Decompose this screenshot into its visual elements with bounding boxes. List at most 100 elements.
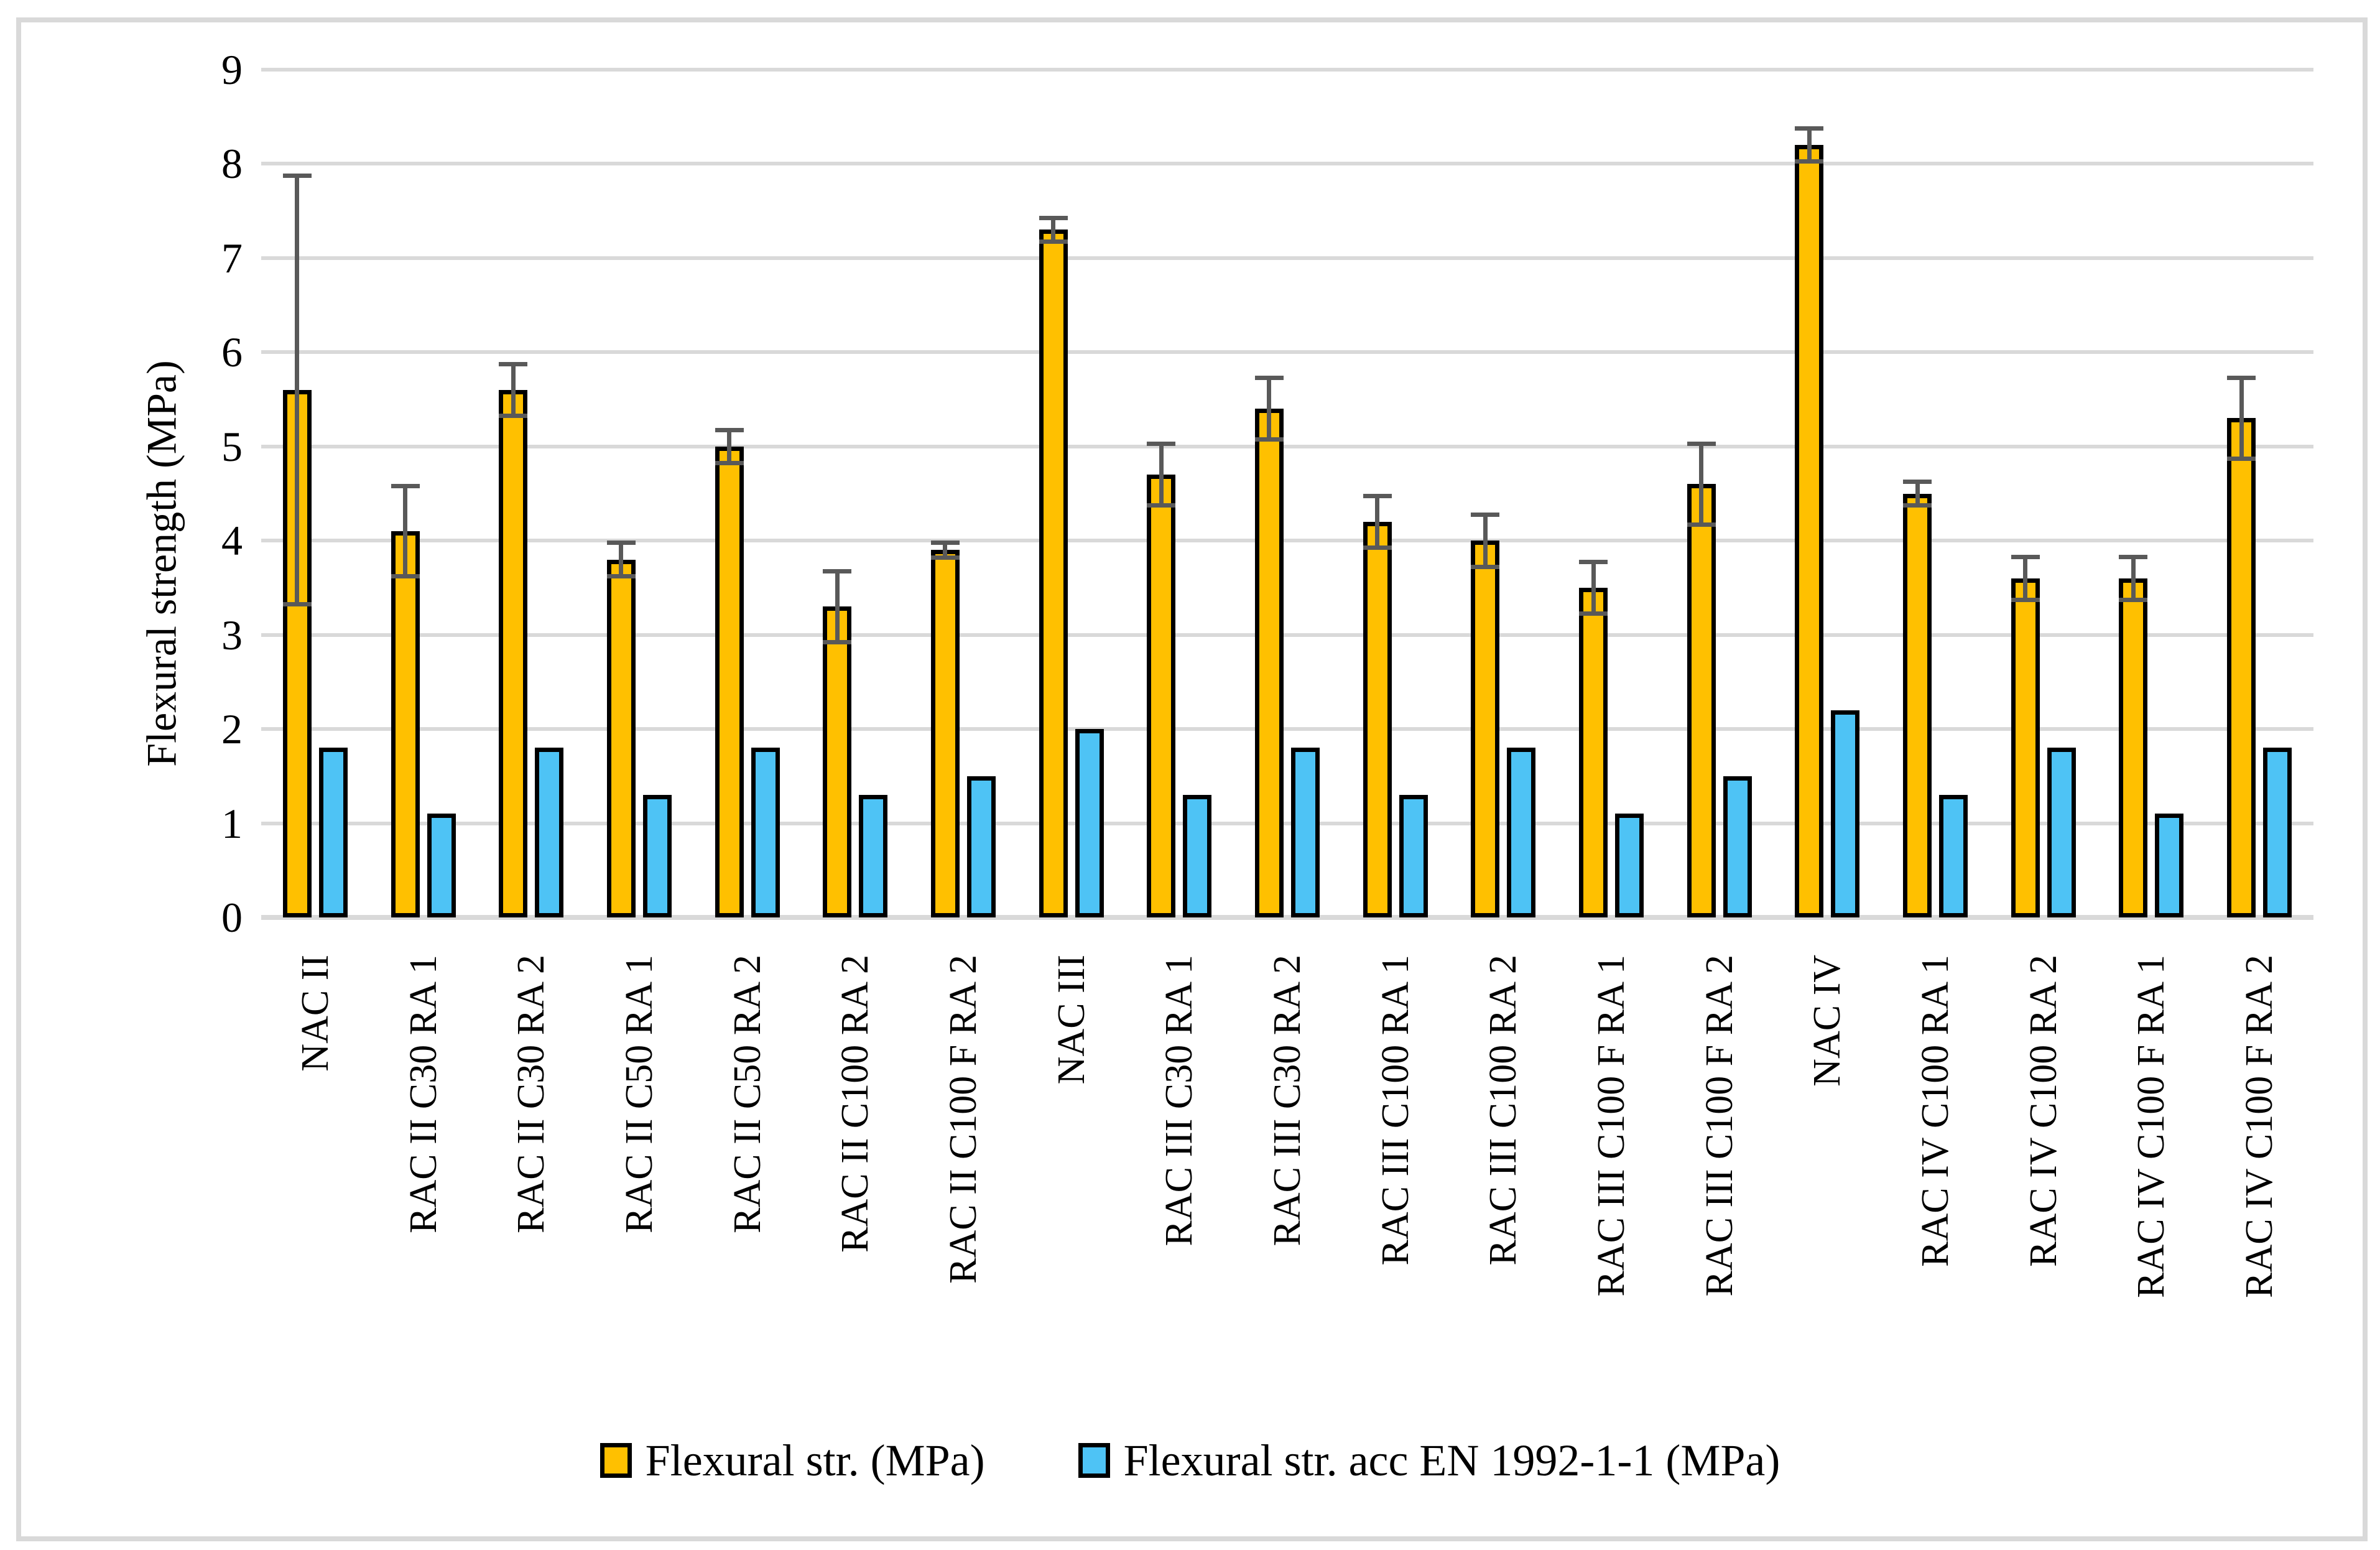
error-bar-stem bbox=[1159, 446, 1164, 504]
legend-swatch-flexural-en bbox=[1078, 1443, 1110, 1478]
error-bar-stem bbox=[1915, 483, 1920, 504]
error-bar bbox=[606, 541, 636, 578]
error-bar-stem bbox=[403, 488, 407, 574]
gridline-y4 bbox=[261, 539, 2313, 543]
x-axis-label-RAC II C50 RA 1: RAC II C50 RA 1 bbox=[585, 952, 693, 1387]
y-tick-label-0: 0 bbox=[221, 894, 243, 941]
gridline-y3 bbox=[261, 633, 2313, 637]
bar-group-RAC III C100 RA 1 bbox=[1341, 70, 1450, 917]
error-bar bbox=[930, 541, 960, 560]
bar-flexural-str bbox=[1579, 587, 1608, 917]
bar-flexural-str-en bbox=[1507, 748, 1536, 917]
x-axis-label-RAC II C50 RA 2: RAC II C50 RA 2 bbox=[693, 952, 802, 1387]
x-axis-label-RAC II C100 F RA 2: RAC II C100 F RA 2 bbox=[909, 952, 1017, 1387]
bar-group-RAC II C30 RA 2 bbox=[477, 70, 585, 917]
bar-flexural-str bbox=[391, 531, 420, 917]
legend-label-flexural-en: Flexural str. acc EN 1992-1-1 (MPa) bbox=[1123, 1436, 1780, 1485]
error-bar-stem bbox=[2131, 559, 2136, 598]
bar-flexural-str-en bbox=[318, 748, 348, 917]
x-axis-label-RAC II C30 RA 2: RAC II C30 RA 2 bbox=[477, 952, 585, 1387]
error-bar bbox=[2227, 376, 2256, 461]
bar-flexural-str-en bbox=[859, 795, 888, 917]
legend-item-flexural-en: Flexural str. acc EN 1992-1-1 (MPa) bbox=[1078, 1432, 1780, 1488]
bar-group-RAC II C50 RA 1 bbox=[585, 70, 693, 917]
error-bar-stem bbox=[1699, 446, 1704, 522]
bar-flexural-str bbox=[1039, 230, 1068, 917]
y-tick-label-8: 8 bbox=[221, 140, 243, 188]
bar-flexural-str-en bbox=[2263, 748, 2292, 917]
bar-flexural-str-en bbox=[966, 776, 996, 917]
x-axis-label-text: RAC II C100 RA 2 bbox=[834, 955, 877, 1253]
error-bar-stem bbox=[511, 366, 516, 414]
error-bar bbox=[391, 484, 420, 578]
error-bar-stem bbox=[1051, 220, 1056, 240]
x-axis-label-text: RAC IV C100 RA 1 bbox=[1914, 955, 1957, 1267]
x-axis-label-NAC II: NAC II bbox=[261, 952, 369, 1387]
x-axis-label-text: RAC III C100 RA 2 bbox=[1482, 955, 1525, 1266]
bar-flexural-str-en bbox=[1075, 729, 1104, 917]
bar-flexural-str-en bbox=[1399, 795, 1428, 917]
y-tick-label-1: 1 bbox=[221, 799, 243, 847]
x-axis-label-text: NAC III bbox=[1050, 955, 1093, 1085]
bar-group-RAC III C100 F RA 2 bbox=[1665, 70, 1774, 917]
bar-group-RAC III C30 RA 1 bbox=[1125, 70, 1233, 917]
y-tick-label-5: 5 bbox=[221, 422, 243, 470]
bar-flexural-str-en bbox=[1723, 776, 1752, 917]
y-tick-label-4: 4 bbox=[221, 517, 243, 565]
x-axis-label-RAC III C100 RA 1: RAC III C100 RA 1 bbox=[1341, 952, 1450, 1387]
bar-group-NAC IV bbox=[1774, 70, 1882, 917]
error-bar bbox=[499, 361, 528, 419]
x-axis-labels: NAC II RAC II C30 RA 1 RAC II C30 RA 2 RAC … bbox=[261, 952, 2313, 1387]
bar-group-RAC IV C100 F RA 2 bbox=[2205, 70, 2313, 917]
error-bar bbox=[1687, 442, 1716, 527]
bar-group-RAC II C100 F RA 2 bbox=[909, 70, 1017, 917]
bar-flexural-str bbox=[1254, 409, 1284, 917]
bar-flexural-str bbox=[930, 550, 960, 917]
bar-group-NAC III bbox=[1017, 70, 1126, 917]
error-bar-stem bbox=[1591, 564, 1596, 612]
legend-swatch-flexural bbox=[600, 1443, 632, 1478]
bar-flexural-str bbox=[1147, 475, 1176, 917]
x-axis-label-RAC III C30 RA 2: RAC III C30 RA 2 bbox=[1233, 952, 1341, 1387]
bar-group-RAC II C50 RA 2 bbox=[693, 70, 802, 917]
bar-group-RAC II C100 RA 2 bbox=[801, 70, 909, 917]
x-axis-label-text: NAC II bbox=[294, 955, 336, 1072]
error-bar bbox=[715, 427, 744, 466]
y-tick-label-6: 6 bbox=[221, 328, 243, 376]
y-tick-label-2: 2 bbox=[221, 705, 243, 753]
bar-flexural-str bbox=[1903, 493, 1932, 917]
bar-flexural-str-en bbox=[2155, 814, 2184, 917]
chart-plot bbox=[261, 68, 2313, 920]
y-tick-label-7: 7 bbox=[221, 234, 243, 282]
x-axis-label-text: RAC III C100 RA 1 bbox=[1374, 955, 1417, 1266]
gridline-y8 bbox=[261, 162, 2313, 166]
x-axis-label-text: RAC II C100 F RA 2 bbox=[942, 955, 984, 1284]
bar-group-RAC IV C100 F RA 1 bbox=[2098, 70, 2206, 917]
bar-flexural-str bbox=[1471, 541, 1500, 917]
x-axis-label-text: RAC III C100 F RA 2 bbox=[1698, 955, 1741, 1297]
x-axis-label-RAC III C100 F RA 2: RAC III C100 F RA 2 bbox=[1665, 952, 1774, 1387]
error-bar bbox=[1795, 126, 1824, 164]
x-axis-label-NAC IV: NAC IV bbox=[1774, 952, 1882, 1387]
error-bar bbox=[1471, 512, 1500, 569]
bar-flexural-str-en bbox=[1290, 748, 1320, 917]
x-axis-label-text: RAC IV C100 F RA 2 bbox=[2238, 955, 2281, 1298]
x-axis-label-text: NAC IV bbox=[1806, 955, 1849, 1087]
x-axis-label-NAC III: NAC III bbox=[1017, 952, 1126, 1387]
bar-flexural-str-en bbox=[751, 748, 780, 917]
bar-flexural-str bbox=[1687, 484, 1716, 917]
gridline-y1 bbox=[261, 821, 2313, 825]
legend-item-flexural: Flexural str. (MPa) bbox=[600, 1432, 985, 1488]
bar-group-RAC IV C100 RA 1 bbox=[1881, 70, 1989, 917]
x-axis-label-text: RAC III C100 F RA 1 bbox=[1590, 955, 1633, 1297]
gridline-y5 bbox=[261, 444, 2313, 448]
bar-flexural-str-en bbox=[427, 814, 456, 917]
bar-flexural-str bbox=[499, 389, 528, 917]
bar-flexural-str-en bbox=[1831, 710, 1860, 917]
x-axis-label-text: RAC IV C100 F RA 1 bbox=[2130, 955, 2173, 1298]
bar-group-NAC II bbox=[261, 70, 369, 917]
error-bar-stem bbox=[835, 573, 840, 640]
error-bar-stem bbox=[2239, 380, 2244, 457]
bar-flexural-str bbox=[606, 559, 636, 917]
